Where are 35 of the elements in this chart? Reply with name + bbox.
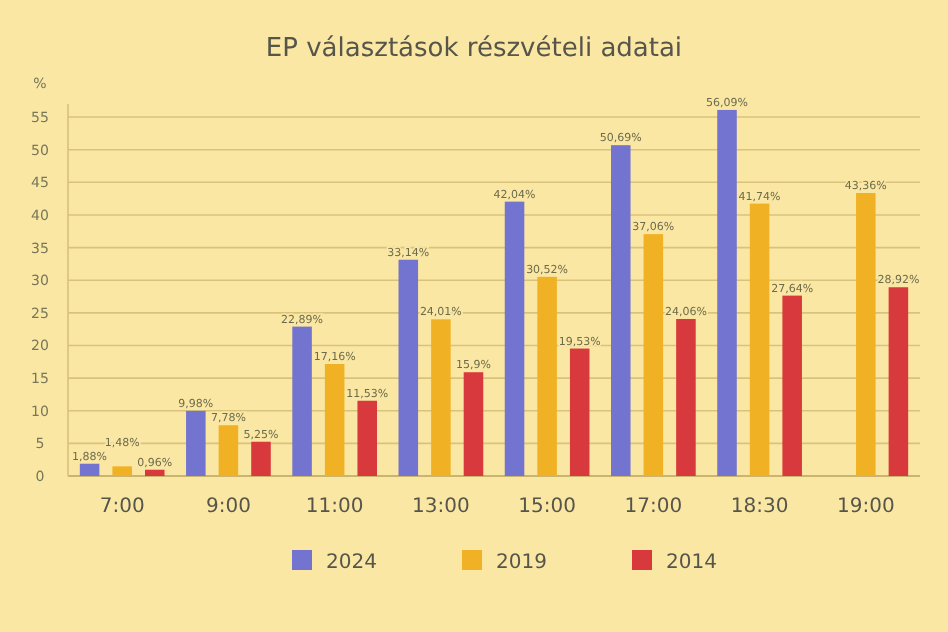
- bar: [251, 441, 271, 476]
- bar: [79, 463, 100, 476]
- bar: [431, 319, 451, 476]
- bar: [537, 276, 557, 476]
- x-tick-label: 13:00: [412, 496, 470, 518]
- bar: [856, 193, 876, 476]
- x-tick-label: 18:30: [730, 496, 789, 518]
- chart-title: EP választások részvételi adatai: [265, 34, 683, 64]
- x-tick-label: 17:00: [624, 496, 683, 518]
- x-tick-label: 7:00: [99, 496, 145, 518]
- bar: [218, 425, 239, 476]
- bar: [463, 372, 484, 476]
- bar: [782, 295, 802, 476]
- legend-label: 2019: [496, 552, 547, 574]
- x-tick-label: 19:00: [836, 496, 895, 518]
- bar: [324, 364, 345, 476]
- bar: [749, 203, 770, 476]
- x-tick-label: 9:00: [205, 496, 251, 518]
- legend-label: 2014: [666, 552, 717, 574]
- x-tick-label: 15:00: [518, 496, 576, 518]
- bar: [144, 469, 165, 476]
- bar: [569, 348, 590, 476]
- bar: [292, 326, 312, 476]
- bar: [504, 201, 525, 476]
- x-tick-label: 11:00: [305, 496, 364, 518]
- bar: [357, 400, 377, 476]
- bar: [643, 234, 664, 476]
- bar: [186, 410, 206, 476]
- bar: [398, 259, 419, 476]
- bar: [676, 318, 696, 476]
- bar: [611, 145, 631, 476]
- legend-label: 2024: [326, 552, 377, 574]
- bar: [888, 287, 909, 476]
- bar: [112, 466, 132, 476]
- bar: [717, 109, 737, 476]
